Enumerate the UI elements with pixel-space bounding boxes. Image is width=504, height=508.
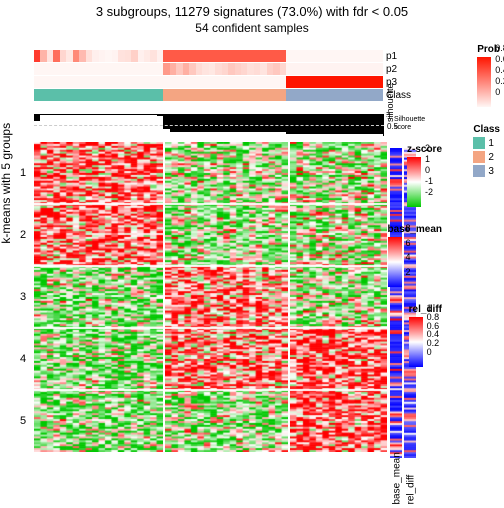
figure: 3 subgroups, 11279 signatures (73.0%) wi…: [0, 4, 504, 508]
km-group-label: 5: [20, 415, 26, 427]
base-mean-col-label: base_mean: [392, 452, 403, 504]
prob-legend: Prob 0.80.60.40.20: [477, 44, 500, 107]
class-swatch: 2: [473, 151, 500, 163]
silh-sublabel: Silhouettescore: [394, 116, 425, 132]
silh-tick2: 0.5: [387, 122, 398, 131]
silhouette-dash: [34, 125, 384, 126]
km-group-label: 2: [20, 229, 26, 241]
title: 3 subgroups, 11279 signatures (73.0%) wi…: [0, 4, 504, 19]
reldiff-legend: rel_diff 10.80.60.40.20: [409, 304, 442, 367]
silhouette-bar: [34, 114, 384, 136]
y-axis-label: k-means with 5 groups: [0, 123, 13, 244]
main-panel: k-means with 5 groups 12345: [34, 50, 384, 480]
zscore-legend: z-score 210-1-2: [407, 144, 442, 207]
heatmap-block: [165, 142, 288, 452]
top-annotations: [34, 50, 384, 110]
rel-diff-col-label: rel_diff: [406, 475, 417, 505]
class-legend: Class 123: [473, 124, 500, 179]
p1-label: p1: [386, 50, 411, 63]
class-swatch: 3: [473, 165, 500, 177]
km-group-label: 1: [20, 167, 26, 179]
class-swatch: 1: [473, 137, 500, 149]
base-mean-col: base_mean: [390, 148, 402, 458]
km-group-label: 3: [20, 291, 26, 303]
basemean-legend: base_mean 8642: [388, 224, 442, 287]
heatmap: k-means with 5 groups 12345: [34, 142, 384, 452]
silh-tick1: 1: [387, 112, 391, 121]
heatmap-block: [290, 142, 387, 452]
heatmap-block: [34, 142, 163, 452]
km-group-label: 4: [20, 353, 26, 365]
p2-label: p2: [386, 63, 411, 76]
subtitle: 54 confident samples: [0, 21, 504, 35]
